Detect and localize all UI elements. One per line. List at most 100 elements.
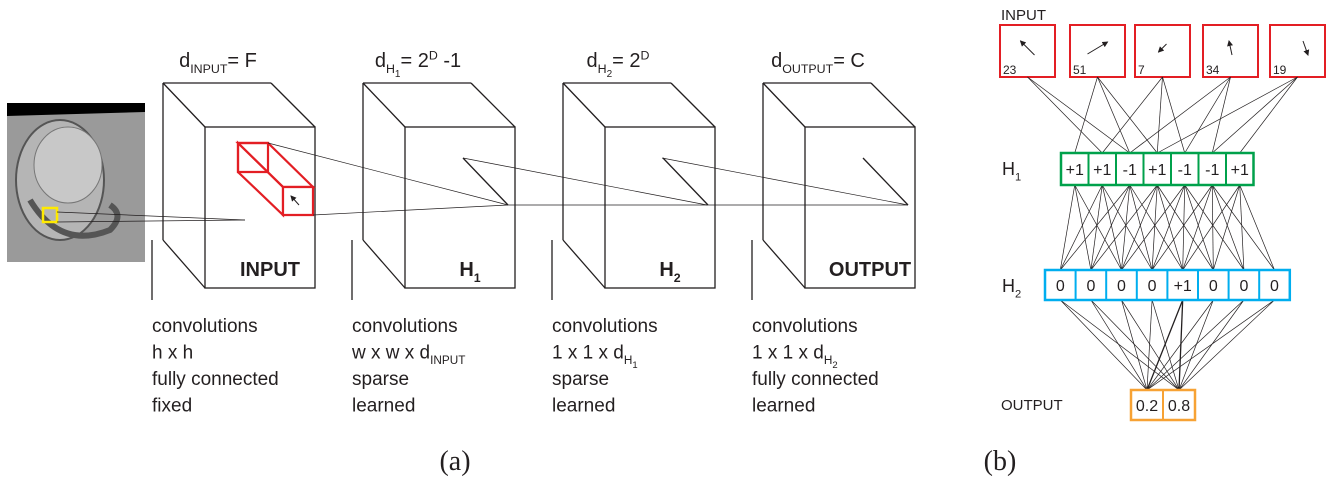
- cell-value: +1: [1066, 162, 1084, 179]
- text-part: D: [641, 48, 650, 62]
- edge: [871, 83, 915, 127]
- connection: [1147, 300, 1152, 390]
- text-part: d: [587, 50, 598, 72]
- figure: (a) (b) INPUT OUTPUT dINPUT= FINPUTconvo…: [0, 0, 1335, 482]
- text-part: w x w x d: [351, 343, 430, 364]
- text-part: D: [429, 48, 438, 62]
- cell-value: 0.2: [1136, 398, 1158, 415]
- connection: [1212, 77, 1297, 153]
- connection: [1122, 300, 1180, 390]
- connection: [1060, 185, 1102, 270]
- edge: [763, 83, 805, 127]
- connection: [1147, 300, 1275, 390]
- connection: [1130, 77, 1231, 153]
- cell-value: +1: [1231, 162, 1249, 179]
- text-part: OUTPUT: [829, 259, 911, 281]
- connection: [1179, 300, 1275, 390]
- text-part: fully connected: [752, 369, 879, 390]
- rich-text: fully connected: [752, 369, 879, 390]
- text-part: 1 x 1 x d: [552, 343, 624, 364]
- text-part: = F: [227, 50, 256, 72]
- input-value: 19: [1273, 63, 1287, 77]
- receptive-field: [238, 143, 283, 215]
- connection: [1028, 77, 1103, 153]
- text-part: 1: [1015, 171, 1021, 183]
- connection: [1147, 300, 1244, 390]
- embryo-image: [7, 103, 145, 262]
- rich-text: convolutions: [352, 316, 458, 337]
- connection: [1102, 185, 1121, 270]
- connection: [1185, 77, 1231, 153]
- connection: [1157, 185, 1213, 270]
- rich-text: OUTPUT: [829, 259, 911, 281]
- rich-text: 1 x 1 x dH2: [752, 343, 838, 372]
- rich-text: convolutions: [152, 316, 258, 337]
- input-value: 34: [1206, 63, 1220, 77]
- connection: [1098, 77, 1130, 153]
- embryo-yolk: [34, 127, 102, 203]
- edge: [271, 83, 315, 127]
- rich-text: sparse: [552, 369, 609, 390]
- connection: [1028, 77, 1130, 153]
- rich-text: dH1= 2D -1: [375, 48, 461, 80]
- rich-text: convolutions: [552, 316, 658, 337]
- connection: [1157, 77, 1297, 153]
- connection: [1212, 185, 1213, 270]
- text-part: H: [386, 62, 395, 76]
- text-part: convolutions: [352, 316, 458, 337]
- input-value: 51: [1073, 63, 1087, 77]
- projection-line: [313, 205, 508, 215]
- rich-text: h x h: [152, 343, 193, 364]
- edge: [363, 240, 405, 288]
- cell-value: +1: [1148, 162, 1166, 179]
- rich-text: dOUTPUT= C: [771, 50, 865, 76]
- input-value: 7: [1138, 63, 1145, 77]
- connection: [1122, 185, 1130, 270]
- text-part: fully connected: [152, 369, 279, 390]
- edge: [471, 83, 515, 127]
- cell-value: 0: [1086, 278, 1095, 295]
- text-part: INPUT: [240, 259, 300, 281]
- connection: [1179, 300, 1213, 390]
- connection: [1152, 185, 1185, 270]
- connection: [1075, 185, 1122, 270]
- text-part: OUTPUT: [782, 62, 833, 76]
- edge: [763, 240, 805, 288]
- receptive-field: [283, 187, 313, 215]
- text-part: sparse: [352, 369, 409, 390]
- layer-label: INPUT: [1001, 7, 1046, 24]
- connection: [1130, 185, 1152, 270]
- text-part: sparse: [552, 369, 609, 390]
- connection: [1183, 185, 1240, 270]
- cell-value: 0.8: [1168, 398, 1190, 415]
- text-part: INPUT: [190, 62, 228, 76]
- text-part: learned: [552, 396, 615, 417]
- rich-text: convolutions: [752, 316, 858, 337]
- text-part: fixed: [152, 396, 192, 417]
- text-part: = 2: [400, 50, 428, 72]
- edge: [163, 240, 205, 288]
- text-part: d: [771, 50, 782, 72]
- text-part: H: [824, 354, 833, 367]
- cell-value: 0: [1270, 278, 1279, 295]
- text-part: convolutions: [152, 316, 258, 337]
- text-part: learned: [752, 396, 815, 417]
- edge: [671, 83, 715, 127]
- projection-line: [662, 158, 908, 205]
- text-part: 2: [674, 271, 681, 285]
- connection: [1075, 185, 1091, 270]
- text-part: H: [459, 259, 473, 281]
- input-value: 23: [1003, 63, 1017, 77]
- text-part: H: [1002, 276, 1015, 296]
- rich-text: fixed: [152, 396, 192, 417]
- caption: (a): [439, 446, 470, 477]
- text-part: 1: [474, 271, 481, 285]
- caption: (b): [984, 446, 1017, 477]
- text-part: = 2: [612, 50, 640, 72]
- connection: [1163, 77, 1185, 153]
- text-part: 1: [632, 360, 637, 371]
- text-part: 1 x 1 x d: [752, 343, 824, 364]
- edge: [563, 240, 605, 288]
- text-part: H: [659, 259, 673, 281]
- cell-value: 0: [1209, 278, 1218, 295]
